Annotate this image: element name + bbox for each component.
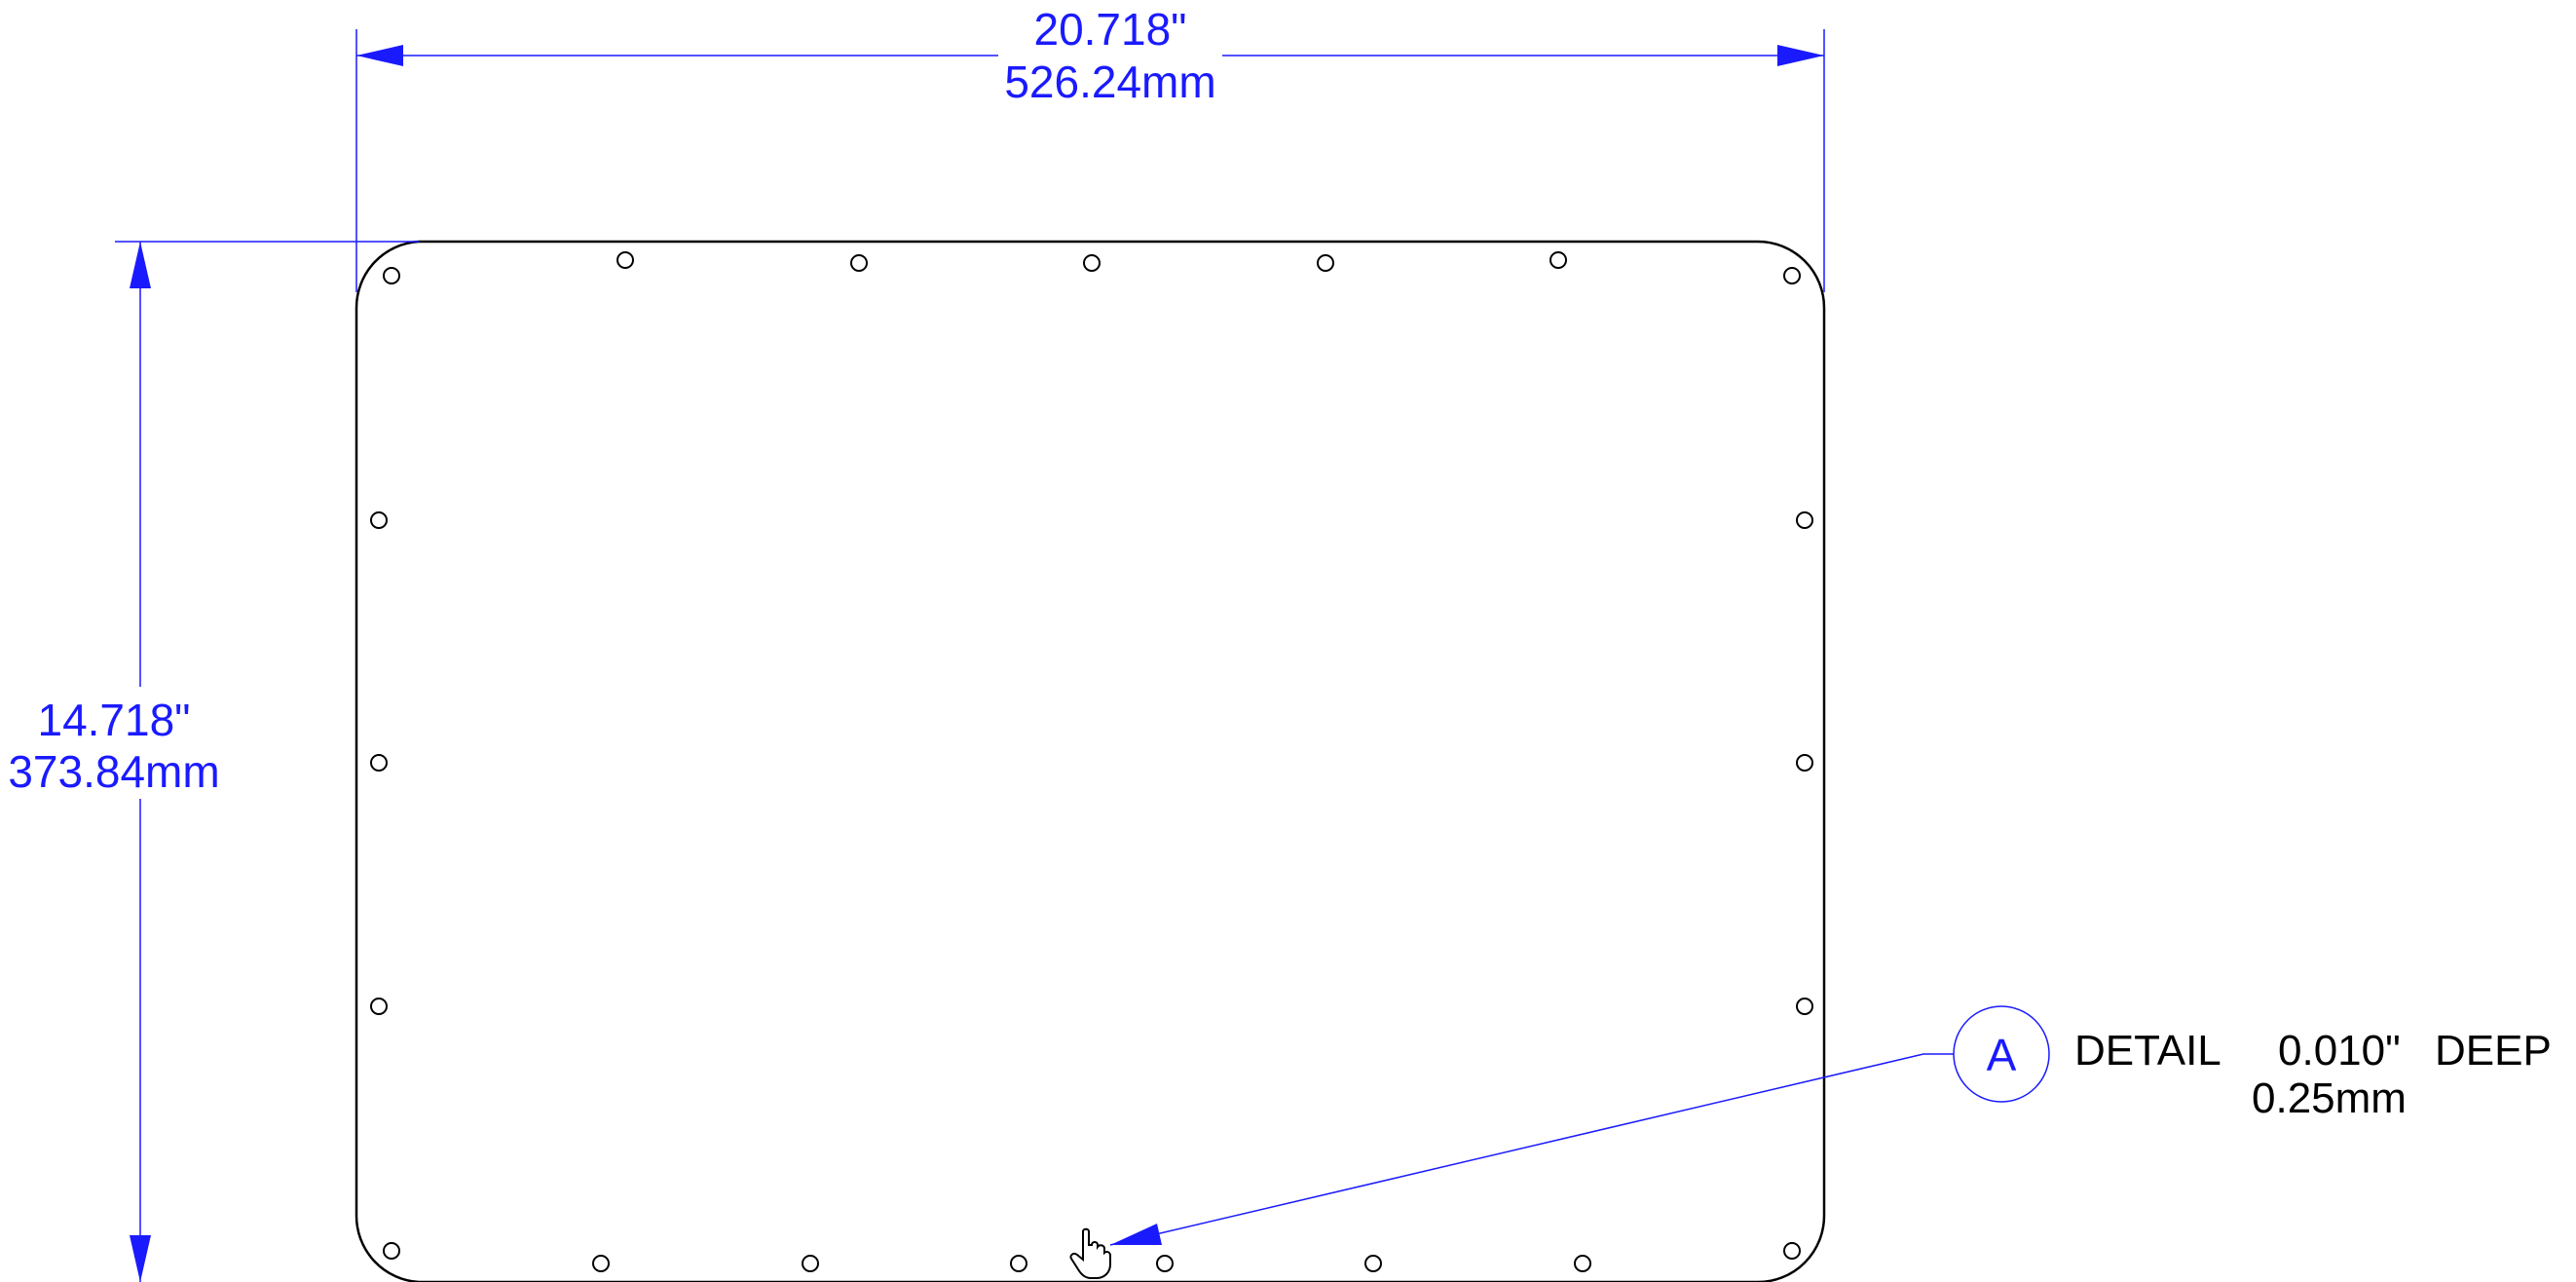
detail-callout: A DETAIL 0.010" DEEP 0.25mm [1109,1005,2552,1246]
hole [802,1255,819,1272]
width-arrow-right [1777,45,1824,66]
height-arrow-top [130,242,151,288]
hole [1783,1242,1801,1260]
hole [1574,1255,1591,1272]
hand-pointer-icon [1069,1227,1111,1279]
hole [1549,251,1567,269]
width-dimension-mm: 526.24mm [1004,57,1215,107]
detail-balloon-letter: A [1987,1030,2017,1080]
hole [370,754,388,772]
height-arrow-bottom [130,1235,151,1282]
hole [1796,511,1813,529]
width-dimension: 20.718" 526.24mm [355,4,1825,292]
hole [370,998,388,1015]
width-arrow-left [356,45,403,66]
hole [1796,754,1813,772]
detail-leader-line [1109,1053,1954,1246]
detail-label: DETAIL [2074,1027,2221,1075]
width-dimension-inches: 20.718" [1033,4,1186,55]
panel-outline [355,240,1826,1282]
mounting-holes [370,251,1813,1272]
detail-depth-mm: 0.25mm [2252,1075,2407,1122]
hole [592,1255,610,1272]
height-dimension: 14.718" 373.84mm [8,241,419,1282]
detail-leader-arrow [1110,1224,1162,1245]
hole [383,267,400,284]
detail-depth-word: DEEP [2435,1027,2552,1075]
height-dimension-inches: 14.718" [37,695,190,745]
detail-balloon [1953,1005,2050,1103]
hole [616,251,634,269]
hole [1796,998,1813,1015]
hole [1010,1255,1027,1272]
hole [1783,267,1801,284]
hole [1083,254,1101,272]
detail-depth-inches: 0.010" [2278,1027,2401,1075]
height-dimension-mm: 373.84mm [8,746,219,797]
hole [850,254,868,272]
hole [383,1242,400,1260]
hole [1317,254,1334,272]
hole [1156,1255,1174,1272]
hole [1364,1255,1382,1272]
hole [370,511,388,529]
